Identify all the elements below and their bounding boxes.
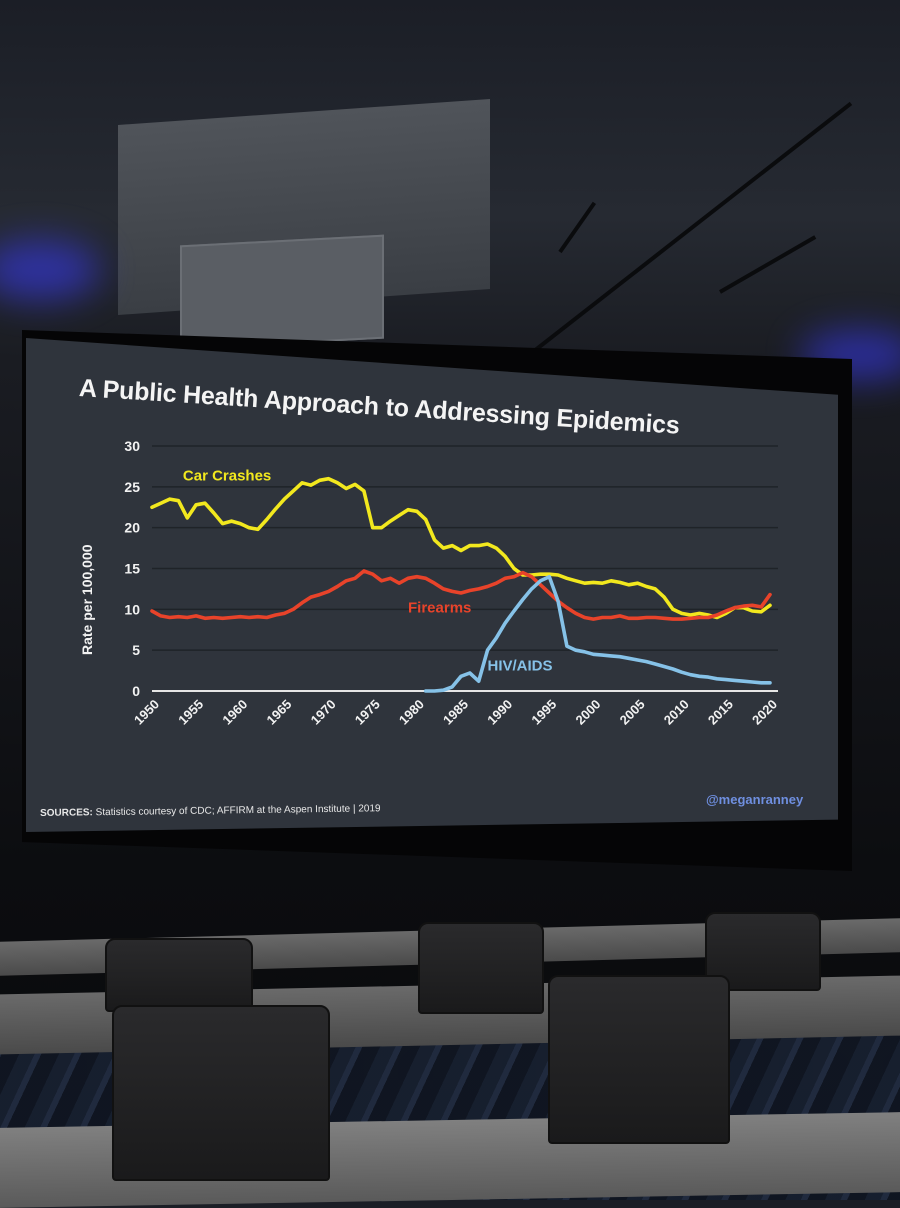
x-tick-label: 1980 [396, 697, 427, 728]
x-tick-label: 2015 [705, 697, 736, 728]
y-tick-label: 5 [132, 642, 140, 658]
y-tick-label: 10 [124, 601, 140, 617]
x-tick-label: 1955 [175, 697, 206, 728]
chart-annotations: Car Crashes Firearms HIV/AIDS [183, 467, 553, 674]
y-axis-label: Rate per 100,000 [79, 544, 95, 655]
y-axis-ticks: 0 5 10 15 20 25 30 [124, 438, 140, 699]
chair [548, 975, 730, 1144]
x-tick-label: 1975 [352, 697, 383, 728]
x-tick-label: 1985 [440, 697, 471, 728]
x-tick-label: 1990 [484, 697, 515, 728]
x-tick-label: 1950 [131, 697, 162, 728]
series-line-car-crashes [150, 476, 772, 620]
x-tick-label: 1970 [308, 697, 339, 728]
annotation-hiv-aids: HIV/AIDS [487, 658, 552, 675]
y-tick-label: 0 [132, 683, 140, 699]
x-tick-label: 2020 [749, 697, 780, 728]
twitter-handle: @meganranney [706, 792, 804, 807]
blue-light [0, 240, 100, 300]
annotation-firearms: Firearms [408, 600, 471, 617]
y-tick-label: 20 [124, 520, 140, 536]
sources-label: SOURCES: [40, 807, 93, 819]
chart-series-lines [150, 476, 772, 693]
x-axis-ticks: 1950 1955 1960 1965 1970 1975 1980 1985 1990 1995… [131, 690, 780, 728]
x-tick-label: 1965 [263, 697, 294, 728]
chair [112, 1005, 330, 1181]
annotation-car-crashes: Car Crashes [183, 467, 271, 484]
y-tick-label: 30 [124, 438, 140, 454]
x-tick-label: 2005 [617, 697, 648, 728]
x-tick-label: 1960 [219, 697, 250, 728]
y-tick-label: 25 [124, 479, 140, 495]
chair [105, 938, 253, 1012]
x-tick-label: 2010 [661, 697, 692, 728]
y-tick-label: 15 [124, 561, 140, 577]
series-line-firearms [150, 569, 772, 621]
series-line-hiv-aids [423, 574, 772, 693]
projection-screen [26, 338, 838, 832]
chair [418, 922, 544, 1014]
x-tick-label: 2000 [572, 697, 603, 728]
x-tick-label: 1995 [528, 697, 559, 728]
